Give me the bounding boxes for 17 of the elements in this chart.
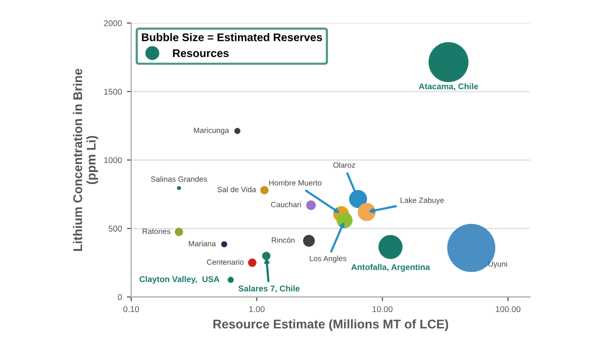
y-tick-label: 0 bbox=[118, 294, 122, 300]
y-tick-label: 500 bbox=[108, 226, 122, 232]
y-tick-label: 1500 bbox=[104, 88, 122, 95]
annotation: Clayton Valley, USA bbox=[140, 276, 220, 284]
annotation: Antofalla, Argentina bbox=[351, 264, 430, 272]
y-tick-label: 1000 bbox=[104, 157, 122, 164]
annotation: Salares 7, Chile bbox=[238, 285, 300, 293]
y-axis-title: Lithium Concentration in Brine (ppm Li) bbox=[72, 68, 98, 251]
legend-title: Bubble Size = Estimated Reserves bbox=[142, 33, 322, 42]
x-tick-label: 100.00 bbox=[496, 306, 520, 312]
y-tick-label: 2000 bbox=[104, 20, 122, 26]
annotation: Atacama, Chile bbox=[418, 83, 478, 91]
x-tick-label: 1.00 bbox=[249, 306, 265, 312]
x-tick-label: 10.00 bbox=[372, 306, 393, 312]
legend-label: Resources bbox=[173, 49, 229, 58]
x-axis-title: Resource Estimate (Millions MT of LCE) bbox=[213, 319, 448, 331]
x-tick-label: 0.10 bbox=[123, 306, 139, 312]
